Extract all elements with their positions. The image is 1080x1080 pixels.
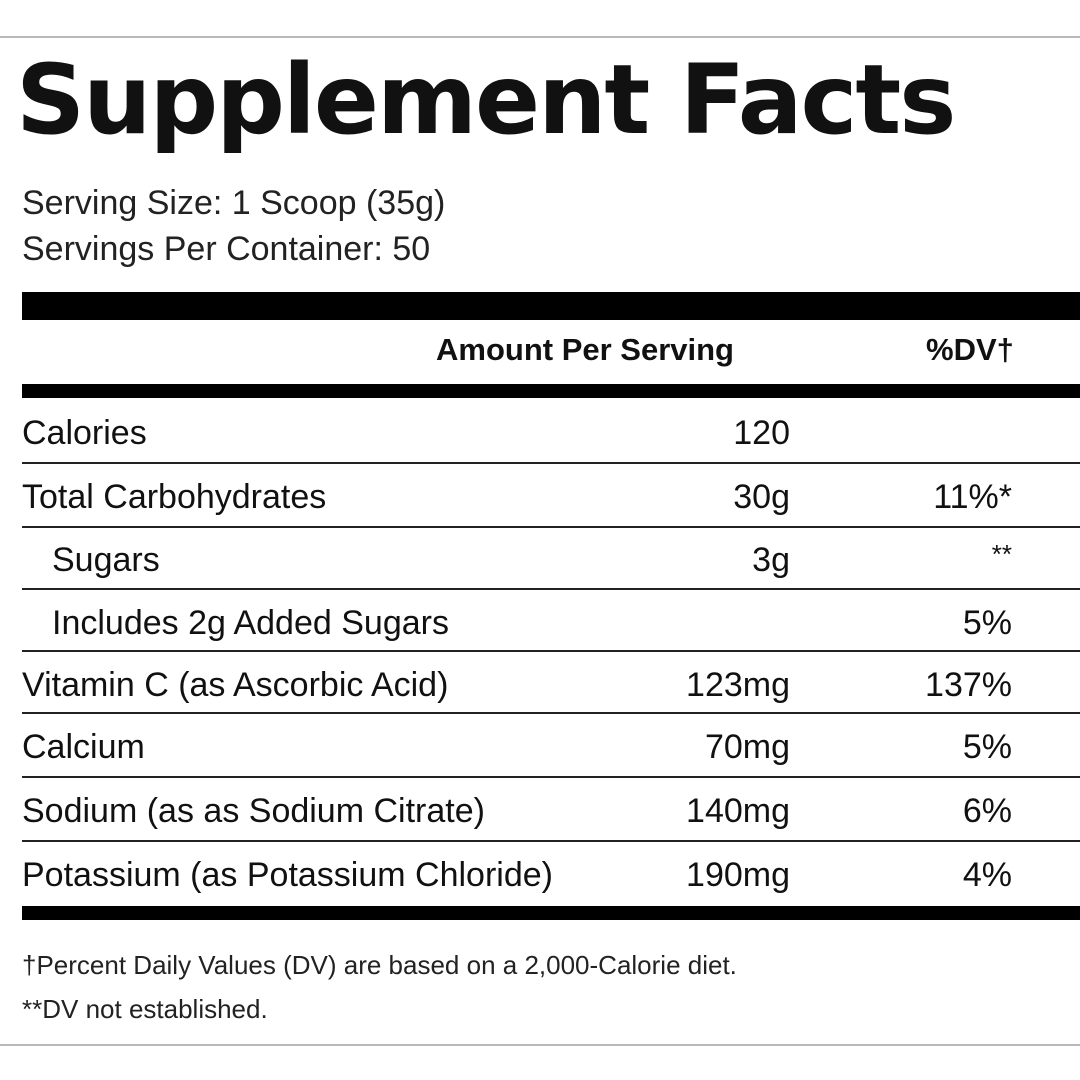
daily-value-header: %DV† xyxy=(926,332,1014,367)
footnote-dv-not-established: **DV not established. xyxy=(22,994,268,1024)
nutrient-dv: 5% xyxy=(962,728,1012,766)
nutrient-label: Sodium (as as Sodium Citrate) xyxy=(22,792,485,830)
row-divider xyxy=(22,462,1080,464)
nutrient-dv: 4% xyxy=(962,856,1012,894)
row-divider xyxy=(22,840,1080,842)
nutrient-label: Calcium xyxy=(22,728,145,766)
nutrient-amount: 3g xyxy=(752,541,790,579)
nutrient-label: Sugars xyxy=(52,541,160,579)
nutrient-amount: 30g xyxy=(733,478,790,516)
nutrient-label: Includes 2g Added Sugars xyxy=(52,604,449,642)
thick-divider-header xyxy=(22,384,1080,398)
amount-per-serving-header: Amount Per Serving xyxy=(436,332,734,367)
page-title: Supplement Facts xyxy=(16,44,956,156)
nutrient-dv: 5% xyxy=(962,604,1012,642)
thick-divider-bottom xyxy=(22,906,1080,920)
row-divider xyxy=(22,712,1080,714)
supplement-facts-panel xyxy=(0,36,1080,1046)
nutrient-label: Vitamin C (as Ascorbic Acid) xyxy=(22,666,449,704)
nutrient-dv: 137% xyxy=(925,666,1012,704)
row-divider xyxy=(22,776,1080,778)
nutrient-row-sodium: Sodium (as as Sodium Citrate) 140mg 6% xyxy=(22,778,1080,840)
servings-per-container: Servings Per Container: 50 xyxy=(22,230,431,268)
nutrient-row-sugars: Sugars 3g ** xyxy=(22,527,1080,589)
nutrient-row-calories: Calories 120 xyxy=(22,400,1080,462)
nutrient-label: Potassium (as Potassium Chloride) xyxy=(22,856,553,894)
nutrient-label: Calories xyxy=(22,414,147,452)
thick-divider-top xyxy=(22,292,1080,320)
nutrient-dv: 6% xyxy=(962,792,1012,830)
nutrient-dv: 11%* xyxy=(933,478,1012,516)
nutrient-amount: 190mg xyxy=(686,856,790,894)
nutrient-label: Total Carbohydrates xyxy=(22,478,327,516)
nutrient-row-added-sugars: Includes 2g Added Sugars 5% xyxy=(22,590,1080,652)
nutrient-dv: ** xyxy=(991,539,1012,569)
nutrient-row-total-carbohydrates: Total Carbohydrates 30g 11%* xyxy=(22,464,1080,526)
row-divider xyxy=(22,588,1080,590)
footnote-dv-basis: †Percent Daily Values (DV) are based on … xyxy=(22,950,737,980)
row-divider xyxy=(22,526,1080,528)
row-divider xyxy=(22,650,1080,652)
nutrient-amount: 120 xyxy=(733,414,790,452)
serving-size: Serving Size: 1 Scoop (35g) xyxy=(22,184,446,222)
nutrient-row-vitamin-c: Vitamin C (as Ascorbic Acid) 123mg 137% xyxy=(22,652,1080,714)
nutrient-amount: 123mg xyxy=(686,666,790,704)
nutrient-row-potassium: Potassium (as Potassium Chloride) 190mg … xyxy=(22,842,1080,904)
nutrient-amount: 70mg xyxy=(704,728,790,766)
nutrient-row-calcium: Calcium 70mg 5% xyxy=(22,714,1080,776)
nutrient-amount: 140mg xyxy=(686,792,790,830)
